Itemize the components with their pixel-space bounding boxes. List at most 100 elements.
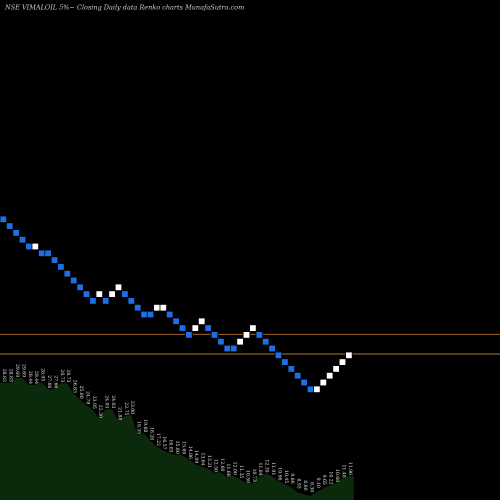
down-brick xyxy=(293,371,302,380)
down-brick xyxy=(0,215,7,223)
close-label: 23.00 xyxy=(129,401,135,414)
close-label: 10.73 xyxy=(251,469,257,482)
close-label: 13.21 xyxy=(206,455,212,468)
close-label: 10.50 xyxy=(244,470,250,483)
down-brick xyxy=(185,331,193,339)
close-label: 11.91 xyxy=(270,462,276,475)
down-brick xyxy=(210,331,219,339)
up-brick xyxy=(313,385,321,393)
down-brick xyxy=(287,365,295,373)
down-brick xyxy=(178,324,187,332)
up-brick xyxy=(332,365,340,373)
down-brick xyxy=(274,351,283,359)
close-label: 18.28 xyxy=(148,427,154,440)
up-brick xyxy=(114,283,123,291)
down-brick xyxy=(306,385,315,393)
close-label: 28.44 xyxy=(33,371,39,384)
down-brick xyxy=(50,256,59,264)
down-brick xyxy=(146,310,155,319)
close-label: 12.39 xyxy=(264,459,270,472)
down-brick xyxy=(133,303,142,312)
close-label: 28.95 xyxy=(40,368,46,381)
close-label: 28.44 xyxy=(27,371,33,384)
up-brick xyxy=(153,303,161,312)
close-label: 16.57 xyxy=(161,436,167,449)
close-label: 28.73 xyxy=(65,369,71,382)
down-brick xyxy=(70,276,78,285)
down-brick xyxy=(76,283,84,291)
up-brick xyxy=(95,290,103,298)
down-brick xyxy=(89,297,97,305)
close-label: 12.50 xyxy=(212,459,218,472)
close-label: 29.69 xyxy=(20,364,26,377)
close-label: 24.78 xyxy=(84,391,90,404)
down-brick xyxy=(18,235,27,244)
title-part: 5%~ xyxy=(59,4,77,12)
label-area-shading xyxy=(0,378,354,500)
title-part: NSE VIMALOIL xyxy=(4,4,59,12)
title-part: Renko xyxy=(138,4,162,12)
up-brick xyxy=(249,324,257,332)
up-brick xyxy=(242,331,251,339)
down-brick xyxy=(300,378,308,387)
down-brick xyxy=(63,269,71,278)
close-label: 8.30 xyxy=(308,482,314,492)
close-label: 9.65 xyxy=(321,475,327,485)
down-brick xyxy=(82,290,91,298)
close-label: 11.96 xyxy=(347,462,353,475)
close-label: 24.03 xyxy=(110,395,116,408)
up-brick xyxy=(345,351,353,359)
close-label: 22.75 xyxy=(123,402,129,415)
up-brick xyxy=(159,303,167,312)
close-label: 8.60 xyxy=(302,480,308,490)
up-brick xyxy=(191,324,199,332)
up-brick xyxy=(197,317,206,325)
close-label: 10.22 xyxy=(328,471,334,484)
close-label: 25.80 xyxy=(78,386,84,399)
up-brick xyxy=(325,371,334,380)
down-brick xyxy=(140,310,148,319)
down-brick xyxy=(204,324,212,332)
close-label: 9.10 xyxy=(315,478,321,488)
close-label: 29.69 xyxy=(14,364,20,377)
close-label: 8.93 xyxy=(296,479,302,489)
up-brick xyxy=(338,358,347,366)
close-label: 11.35 xyxy=(238,465,244,478)
down-brick xyxy=(281,358,289,366)
close-label: 26.83 xyxy=(72,380,78,393)
close-label: 13.64 xyxy=(200,453,206,466)
up-brick xyxy=(31,242,39,251)
down-brick xyxy=(38,249,46,257)
close-label: 15.69 xyxy=(180,441,186,454)
close-label: 27.66 xyxy=(52,375,58,388)
title-part: MunafaSutra.com xyxy=(184,4,244,12)
close-label: 28.73 xyxy=(59,369,65,382)
title-part: charts xyxy=(162,4,185,12)
close-label: 22.30 xyxy=(97,405,103,418)
down-brick xyxy=(165,310,174,319)
down-brick xyxy=(261,337,270,346)
close-label: 9.86 xyxy=(289,473,295,483)
close-label: 10.96 xyxy=(276,467,282,480)
down-brick xyxy=(268,344,276,353)
close-label: 17.22 xyxy=(155,433,161,446)
title-part: Closing xyxy=(77,4,104,12)
down-brick xyxy=(223,344,231,353)
close-label: 23.95 xyxy=(91,396,97,409)
close-label: 12.60 xyxy=(219,458,225,471)
close-label: 19.35 xyxy=(136,421,142,434)
down-brick xyxy=(172,317,180,325)
close-label: 27.66 xyxy=(46,375,52,388)
down-brick xyxy=(12,229,20,237)
down-brick xyxy=(57,263,65,271)
close-label: 24.03 xyxy=(104,395,110,408)
close-label: 12.00 xyxy=(232,462,238,475)
close-label: 14.09 xyxy=(193,450,199,463)
close-label: 14.86 xyxy=(187,446,193,459)
close-label: 21.88 xyxy=(116,407,122,420)
close-label: 10.68 xyxy=(334,469,340,482)
down-brick xyxy=(127,297,135,305)
up-brick xyxy=(108,290,116,298)
down-brick xyxy=(44,249,52,257)
